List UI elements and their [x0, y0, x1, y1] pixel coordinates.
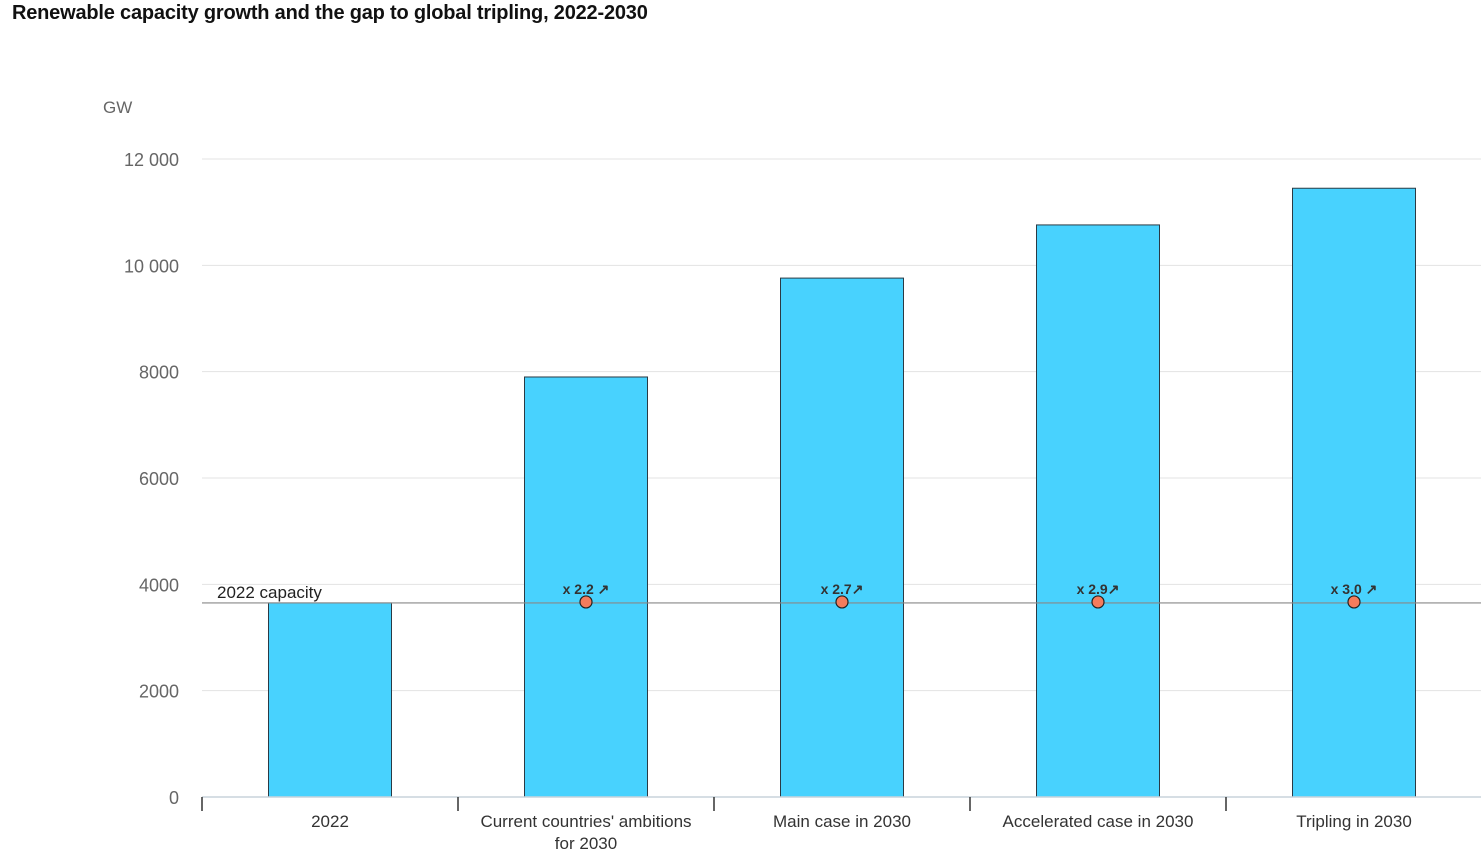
x-category-label: Main case in 2030 [773, 812, 911, 831]
y-tick-label: 12 000 [124, 150, 179, 170]
bar [1292, 187, 1416, 798]
y-axis-unit-label: GW [103, 98, 132, 117]
multiplier-label: x 2.7↗ [821, 581, 864, 597]
multiplier-marker [835, 595, 849, 609]
x-axis: 2022 Current countries' ambitions for 2030… [201, 796, 1481, 853]
x-category-label: Accelerated case in 2030 [1003, 812, 1194, 831]
y-tick-label: 2000 [139, 682, 179, 702]
multiplier-label: x 3.0 ↗ [1331, 581, 1378, 597]
multiplier-marker [1347, 595, 1361, 609]
multiplier-marker [1091, 595, 1105, 609]
bars [268, 187, 1416, 798]
reference-line-label: 2022 capacity [217, 583, 322, 602]
y-tick-label: 4000 [139, 575, 179, 595]
y-axis-ticks: 0 2000 4000 6000 8000 10 000 12 000 [124, 150, 179, 808]
multiplier-label: x 2.9↗ [1077, 581, 1120, 597]
x-category-label: 2022 [311, 812, 349, 831]
multiplier-label: x 2.2 ↗ [563, 581, 610, 597]
multiplier-markers: x 2.2 ↗ x 2.7↗ x 2.9↗ x 3.0 ↗ [563, 581, 1378, 609]
bar [268, 602, 392, 798]
y-tick-label: 0 [169, 788, 179, 808]
bar [524, 376, 648, 798]
x-category-label: Current countries' ambitions for 2030 [480, 812, 691, 853]
y-tick-label: 6000 [139, 469, 179, 489]
bar [780, 277, 904, 798]
bar [1036, 224, 1160, 798]
y-tick-label: 8000 [139, 363, 179, 383]
multiplier-marker [579, 595, 593, 609]
x-category-label: Tripling in 2030 [1296, 812, 1412, 831]
chart-title: Renewable capacity growth and the gap to… [12, 2, 648, 24]
y-tick-label: 10 000 [124, 256, 179, 276]
